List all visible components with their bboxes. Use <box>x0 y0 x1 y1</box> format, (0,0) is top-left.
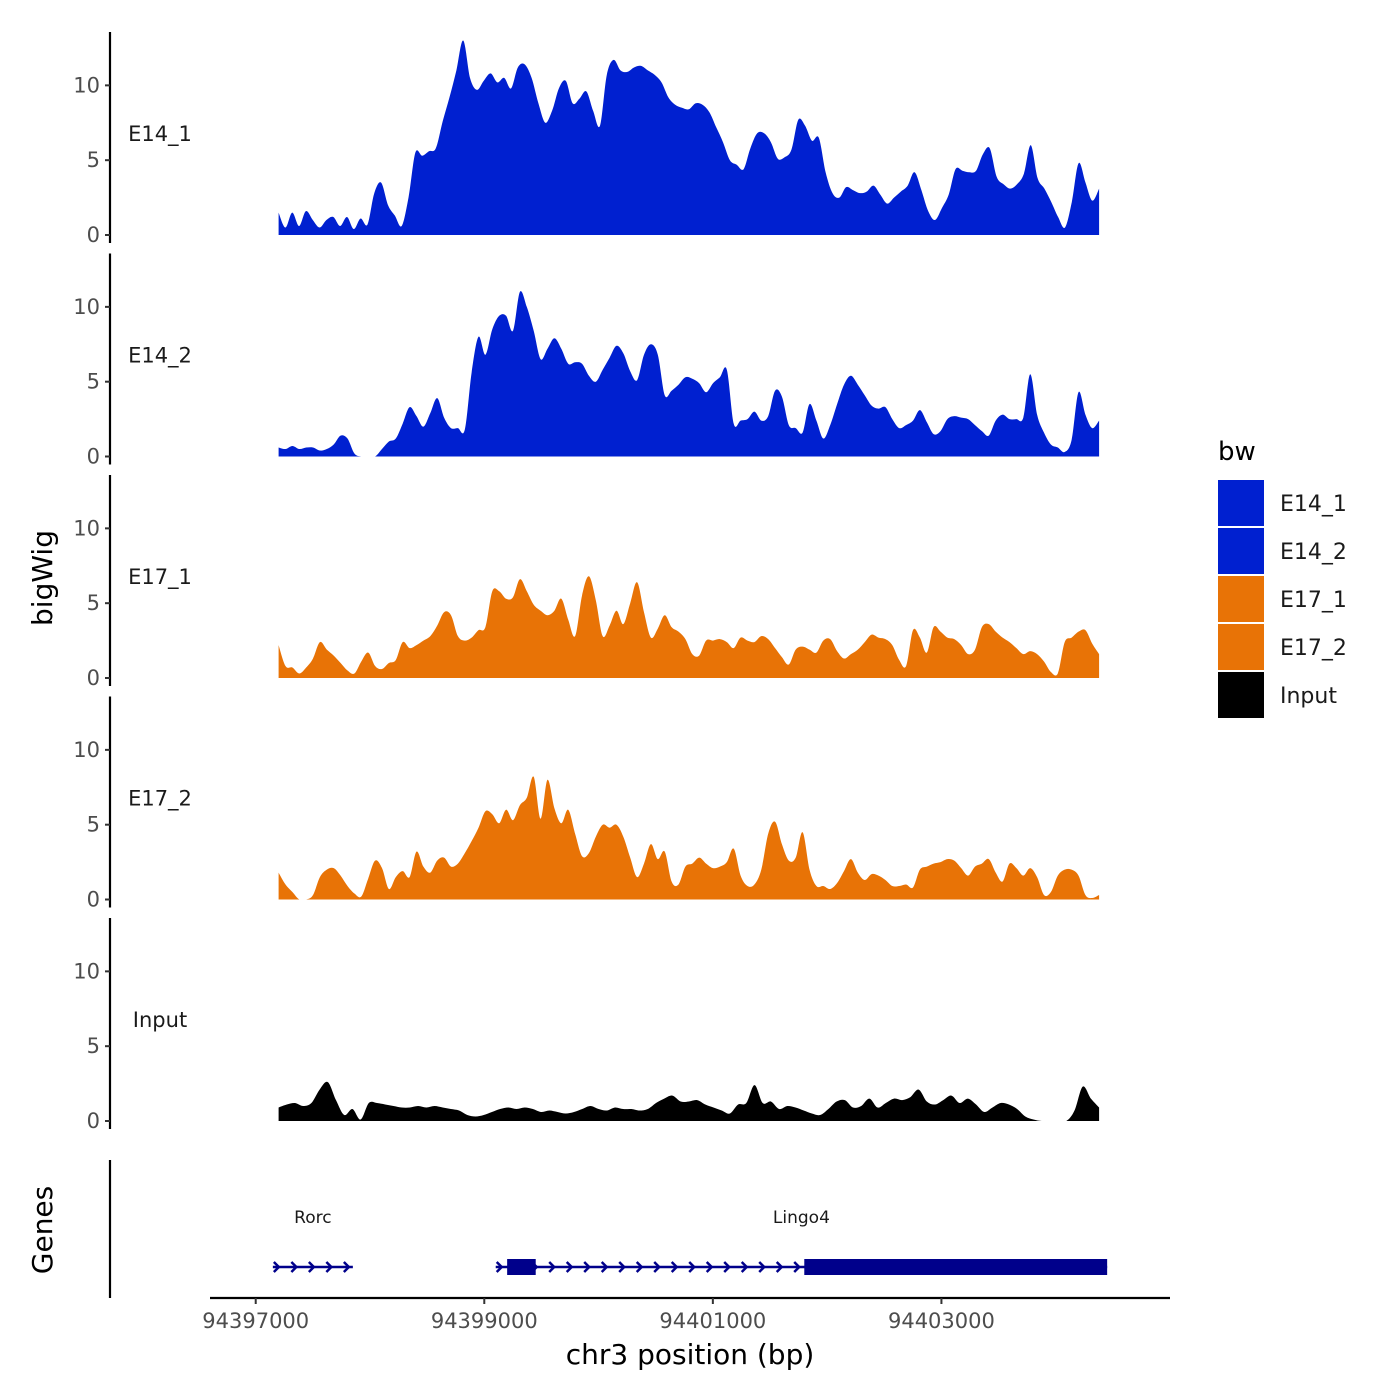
track-input: 0 5 10 Input <box>73 918 1100 1133</box>
exon-block <box>804 1259 1108 1275</box>
x-tick-label: 94399000 <box>431 1309 538 1333</box>
strand-chevron-icon <box>325 1261 334 1273</box>
track-label: E17_1 <box>128 565 192 590</box>
y-tick-label: 5 <box>87 370 100 394</box>
strand-chevron-icon <box>290 1261 299 1273</box>
strand-chevron-icon <box>723 1261 731 1273</box>
track-label: Input <box>133 1008 187 1032</box>
strand-chevron-icon <box>635 1261 644 1273</box>
strand-chevron-icon <box>583 1261 591 1273</box>
y-tick-label: 10 <box>73 73 100 97</box>
y-tick-label: 10 <box>73 959 100 983</box>
gene-label: Rorc <box>294 1208 331 1228</box>
strand-chevron-icon <box>342 1261 351 1273</box>
strand-chevron-icon <box>653 1261 661 1273</box>
strand-chevron-icon <box>548 1261 556 1273</box>
strand-chevron-icon <box>272 1261 281 1273</box>
y-tick-label: 0 <box>87 445 100 469</box>
track-e17-1: 0 5 10 E17_1 <box>73 475 1100 690</box>
legend-label: E17_2 <box>1280 636 1347 661</box>
track-label: E17_2 <box>128 787 192 812</box>
y-tick-label: 0 <box>87 666 100 690</box>
track-e17-2: 0 5 10 E17_2 <box>73 696 1100 912</box>
strand-chevron-icon <box>565 1261 574 1273</box>
coverage-area-e14-1 <box>278 40 1100 235</box>
x-axis: 94397000 94399000 94401000 94403000 <box>202 1296 1170 1333</box>
y-tick-label: 10 <box>73 516 100 540</box>
strand-chevron-icon <box>495 1261 504 1273</box>
strand-chevron-icon <box>670 1261 679 1273</box>
y-tick-label: 0 <box>87 223 100 247</box>
y-tick-label: 5 <box>87 591 100 615</box>
strand-chevron-icon <box>688 1261 696 1273</box>
y-tick-label: 5 <box>87 148 100 172</box>
genes-axis-title: Genes <box>26 1186 59 1274</box>
coverage-tracks: 0 5 10 E14_1 0 5 10 E14_2 0 5 10 E17_1 0 5 10 E17_2 0 5 10… <box>73 32 1100 1133</box>
y-tick-label: 0 <box>87 1109 100 1133</box>
y-tick-label: 0 <box>87 888 100 912</box>
strand-chevron-icon <box>600 1261 609 1273</box>
gene-lingo4: Lingo4 <box>495 1208 1108 1275</box>
y-axis-title: bigWig <box>26 530 59 626</box>
y-tick-label: 5 <box>87 813 100 837</box>
strand-chevron-icon <box>618 1261 626 1273</box>
legend-label: E17_1 <box>1280 588 1347 613</box>
coverage-area-input <box>278 1081 1100 1121</box>
legend: bw E14_1 E14_2 E17_1 E17_2 Input <box>1218 437 1347 718</box>
coverage-area-e17-1 <box>278 576 1100 678</box>
legend-swatch <box>1218 672 1264 718</box>
legend-label: E14_2 <box>1280 540 1347 565</box>
gene-rorc: Rorc <box>272 1208 353 1273</box>
track-label: E14_2 <box>128 344 192 369</box>
strand-chevron-icon <box>740 1261 749 1273</box>
exon-block <box>507 1259 536 1275</box>
legend-swatch <box>1218 480 1264 526</box>
strand-chevron-icon <box>793 1261 801 1273</box>
track-e14-2: 0 5 10 E14_2 <box>73 253 1100 469</box>
gene-track: Rorc Lingo4 <box>108 1160 1108 1298</box>
legend-swatch <box>1218 624 1264 670</box>
legend-label: E14_1 <box>1280 492 1347 517</box>
strand-chevron-icon <box>758 1261 766 1273</box>
y-tick-label: 10 <box>73 295 100 319</box>
legend-swatch <box>1218 576 1264 622</box>
legend-label: Input <box>1280 684 1337 709</box>
track-label: E14_1 <box>128 122 192 147</box>
legend-title: bw <box>1218 437 1256 467</box>
y-tick-label: 5 <box>87 1034 100 1058</box>
y-tick-label: 10 <box>73 738 100 762</box>
strand-chevron-icon <box>775 1261 784 1273</box>
track-e14-1: 0 5 10 E14_1 <box>73 32 1100 247</box>
x-tick-label: 94397000 <box>202 1309 309 1333</box>
strand-chevron-icon <box>705 1261 714 1273</box>
x-tick-label: 94403000 <box>888 1309 995 1333</box>
x-axis-title: chr3 position (bp) <box>566 1338 815 1371</box>
coverage-area-e17-2 <box>278 776 1100 900</box>
legend-swatch <box>1218 528 1264 574</box>
gene-label: Lingo4 <box>773 1208 830 1228</box>
x-tick-label: 94401000 <box>659 1309 766 1333</box>
strand-chevron-icon <box>307 1261 316 1273</box>
coverage-area-e14-2 <box>278 291 1100 457</box>
